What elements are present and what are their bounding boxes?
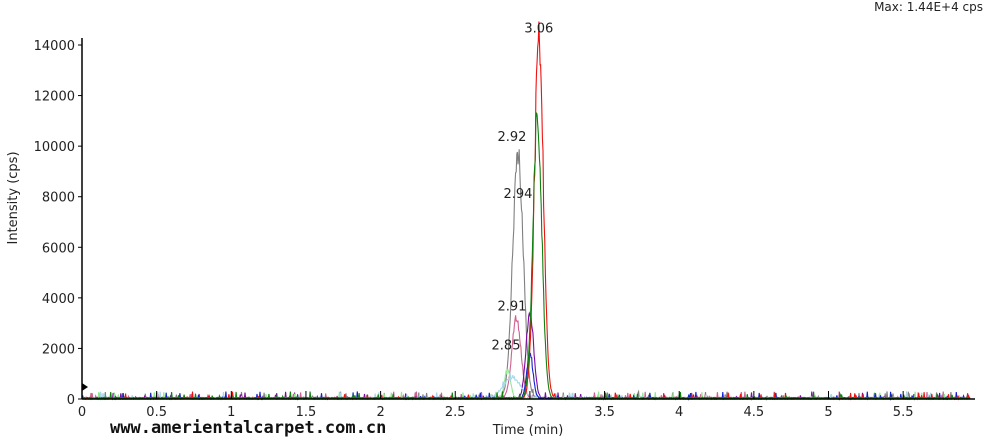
x-tick-label: 3 [526,405,534,420]
y-tick-label: 6000 [42,241,75,256]
x-tick-label: 2 [376,405,384,420]
y-tick-label: 14000 [34,39,75,54]
x-tick-label: 2.5 [445,405,466,420]
y-tick-label: 8000 [42,191,75,206]
peak-label: 2.94 [503,187,532,202]
y-marker-icon[interactable] [82,383,88,391]
x-tick-label: 3.5 [594,405,615,420]
x-tick-label: 5 [824,405,832,420]
peak-label: 2.91 [498,300,527,315]
x-tick-label: 5.5 [893,405,914,420]
max-intensity-label: Max: 1.44E+4 cps [874,0,983,14]
y-tick-label: 12000 [34,90,75,105]
x-tick-label: 1 [227,405,235,420]
x-axis-label: Time (min) [492,423,564,438]
x-tick-label: 0 [78,405,86,420]
peak-label: 3.06 [524,21,553,36]
y-tick-label: 2000 [42,342,75,357]
peak-label: 2.92 [498,130,527,145]
y-tick-label: 0 [67,393,75,408]
watermark: www.amerientalcarpet.com.cn [110,418,387,438]
x-tick-label: 1.5 [296,405,317,420]
y-axis-label: Intensity (cps) [6,151,21,244]
x-tick-label: 4.5 [744,405,765,420]
peak-label: 2.85 [492,339,521,354]
x-tick-label: 4 [675,405,683,420]
x-tick-label: 0.5 [146,405,167,420]
y-tick-label: 4000 [42,292,75,307]
series-line-7 [81,112,971,401]
y-tick-label: 10000 [34,140,75,155]
